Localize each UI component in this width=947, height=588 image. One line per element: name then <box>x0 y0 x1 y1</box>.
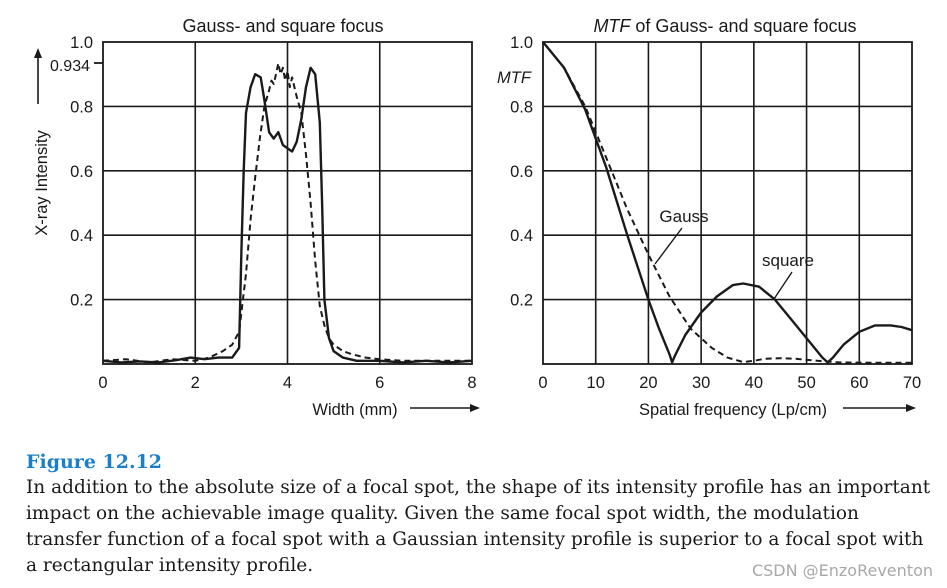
right-xtick-label: 70 <box>903 374 921 392</box>
right-xtick-label: 20 <box>639 374 657 392</box>
right-ylabel: MTF <box>497 69 532 87</box>
right-xtick-label: 60 <box>850 374 868 392</box>
annotation-square-leader <box>773 271 793 300</box>
right-ytick-label: 0.8 <box>510 98 533 116</box>
left-ytick-label: 0.6 <box>70 163 93 181</box>
left-ylabel: X-ray Intensity <box>33 130 51 236</box>
right-xtick-label: 10 <box>587 374 605 392</box>
watermark: CSDN @EnzoReventon <box>751 561 933 580</box>
left-square-curve <box>102 66 473 364</box>
annotation-gauss: Gauss <box>659 207 708 226</box>
annotation-square: square <box>762 251 814 270</box>
right-ytick-label: 1.0 <box>510 34 533 52</box>
left-gauss-curve <box>102 62 472 364</box>
left-ytick-label: 1.0 <box>70 34 93 52</box>
right-xtick-label: 30 <box>692 374 710 392</box>
left-xtick-label: 4 <box>283 374 292 392</box>
right-ytick-label: 0.4 <box>510 227 533 245</box>
left-ytick-label: 0.8 <box>70 98 93 116</box>
left-xtick-label: 6 <box>375 374 384 392</box>
left-xtick-label: 8 <box>467 374 476 392</box>
right-gauss-curve <box>542 41 912 364</box>
caption-text: In addition to the absolute size of a fo… <box>26 477 931 576</box>
right-square-curve <box>542 41 913 364</box>
left-xtick-label: 2 <box>191 374 200 392</box>
right-chart-title: MTF of Gauss- and square focus <box>593 16 856 36</box>
annotation-gauss-leader <box>654 227 683 265</box>
right-xtick-label: 50 <box>797 374 815 392</box>
mtf-chart: MTF of Gauss- and square focus 0.2 0.4 0.6… <box>497 16 921 419</box>
right-ytick-label: 0.6 <box>510 163 533 181</box>
left-ytick-label: 0.4 <box>70 227 93 245</box>
right-plot-frame <box>542 41 913 365</box>
left-xtick-label: 0 <box>98 374 107 392</box>
right-xlabel: Spatial frequency (Lp/cm) <box>639 401 827 419</box>
left-ytick-label: 0.2 <box>70 292 93 310</box>
right-ytick-label: 0.2 <box>510 292 533 310</box>
intensity-profile-chart: Gauss- and square focus 0.20.40.60.81.0 … <box>33 16 480 419</box>
left-extra-ytick: 0.934 <box>50 58 90 75</box>
figure-caption: Figure 12.12 In addition to the absolute… <box>26 450 931 579</box>
left-chart-title: Gauss- and square focus <box>182 16 383 36</box>
caption-label: Figure 12.12 <box>26 451 163 473</box>
left-xlabel: Width (mm) <box>312 401 397 419</box>
right-xtick-label: 40 <box>745 374 763 392</box>
right-xtick-label: 0 <box>538 374 547 392</box>
figure: Gauss- and square focus 0.20.40.60.81.0 … <box>33 16 921 419</box>
